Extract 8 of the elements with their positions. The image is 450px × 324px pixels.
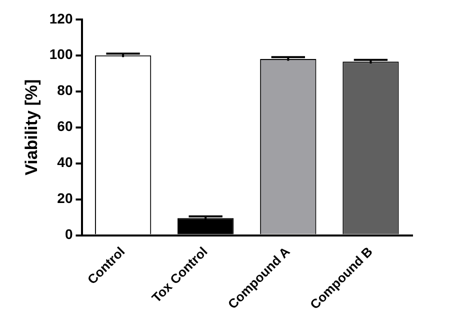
y-tick-label: 120: [49, 10, 73, 26]
y-tick-label: 40: [57, 154, 73, 170]
y-tick-label: 60: [57, 118, 73, 134]
y-tick-label: 0: [64, 226, 73, 242]
y-tick-label: 100: [49, 46, 73, 62]
y-axis-title: Viability [%]: [22, 79, 41, 176]
y-tick-label: 20: [57, 190, 73, 206]
y-tick-label: 80: [57, 82, 73, 98]
